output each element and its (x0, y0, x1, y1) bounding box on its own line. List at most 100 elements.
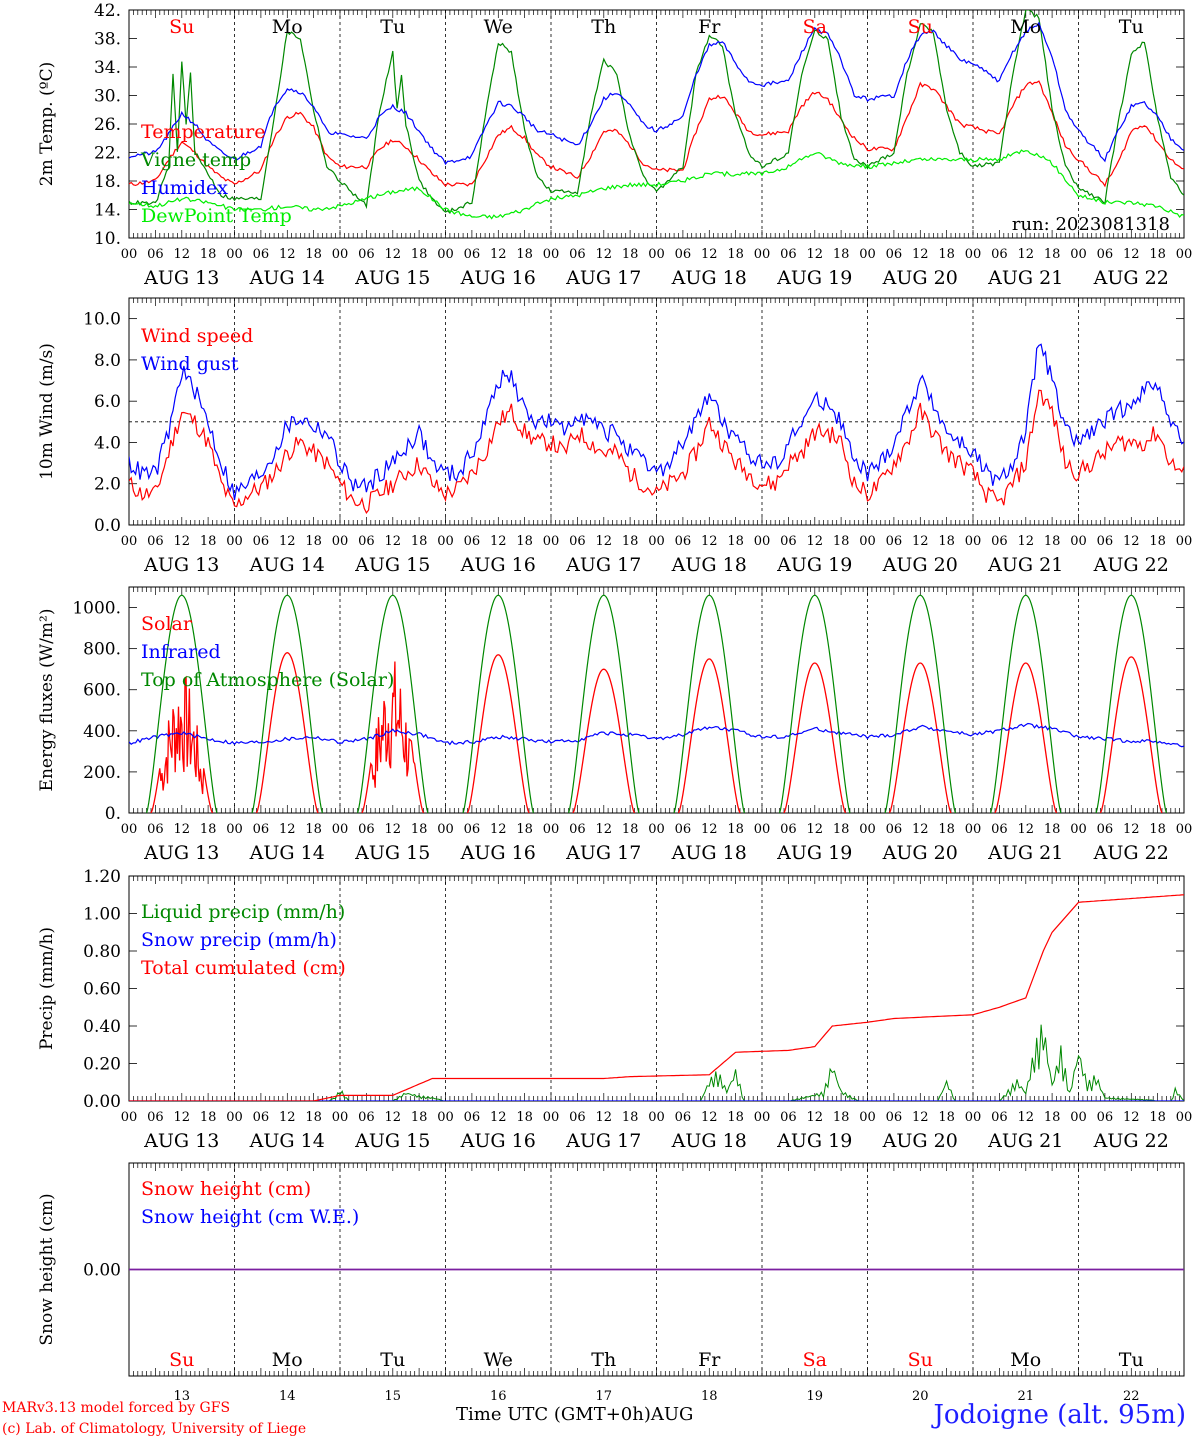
hour-label: 18 (727, 822, 744, 837)
y-tick-label: 10.0 (83, 310, 121, 330)
weekday-label: Tu (380, 16, 405, 38)
weekday-label: We (484, 1349, 513, 1371)
day-label: AUG 19 (776, 554, 852, 576)
day-number: 15 (384, 1389, 401, 1404)
day-label: AUG 21 (987, 554, 1063, 576)
hour-label: 12 (1123, 1110, 1140, 1125)
y-tick-label: 42. (94, 1, 121, 21)
day-label: AUG 19 (776, 267, 852, 289)
panel-4: 0.00 0.20 0.40 0.60 0.80 1.00 1.20 Precip (mm/h… (37, 867, 1192, 1152)
day-label: AUG 17 (565, 842, 641, 864)
day-label: AUG 13 (143, 554, 219, 576)
hour-label: 00 (332, 247, 349, 262)
hour-label: 18 (411, 1110, 428, 1125)
hour-label: 06 (675, 247, 692, 262)
hour-label: 00 (1176, 822, 1193, 837)
hour-label: 18 (833, 1110, 850, 1125)
weekday-label: Fr (698, 1349, 721, 1371)
series-group (129, 10, 1184, 220)
hour-label: 00 (226, 822, 243, 837)
day-label: AUG 18 (671, 1130, 747, 1152)
hour-label: 12 (279, 247, 296, 262)
hour-label: 12 (912, 247, 929, 262)
y-tick-label: 6.0 (94, 392, 121, 412)
panel-3: 0. 200. 400. 600. 800. 1000. Energy fluxes (W/… (37, 586, 1193, 864)
hour-label: 06 (675, 534, 692, 549)
day-label: AUG 19 (776, 1130, 852, 1152)
hour-label: 12 (1123, 247, 1140, 262)
day-label: AUG 18 (671, 842, 747, 864)
y-tick-label: 14. (94, 201, 121, 221)
day-label: AUG 16 (460, 267, 536, 289)
day-number: 18 (701, 1389, 718, 1404)
y-tick-label: 0.00 (83, 1261, 121, 1281)
y-tick-label: 0.20 (83, 1055, 121, 1075)
hour-label: 18 (411, 822, 428, 837)
series-liquid-precip-mm-h (129, 1024, 1184, 1101)
hour-label: 06 (780, 1110, 797, 1125)
weekday-label: Mo (1010, 1349, 1041, 1371)
hour-label: 12 (701, 822, 718, 837)
hour-label: 06 (464, 534, 481, 549)
hour-label: 00 (965, 247, 982, 262)
hour-label: 06 (464, 1110, 481, 1125)
y-tick-label: 200. (83, 763, 121, 783)
hour-label: 06 (253, 247, 270, 262)
hour-label: 18 (833, 822, 850, 837)
day-label: AUG 15 (354, 554, 430, 576)
hour-label: 00 (859, 247, 876, 262)
hour-label: 00 (121, 822, 138, 837)
hour-label: 12 (806, 1110, 823, 1125)
hour-label: 18 (938, 1110, 955, 1125)
day-label: AUG 13 (143, 267, 219, 289)
hour-label: 06 (147, 1110, 164, 1125)
hour-label: 00 (859, 1110, 876, 1125)
hour-label: 00 (1176, 534, 1193, 549)
hour-label: 12 (1123, 822, 1140, 837)
hour-label: 12 (595, 534, 612, 549)
y-axis-title: 10m Wind (m/s) (37, 343, 57, 480)
weekday-label: Su (169, 1349, 194, 1371)
legend-item: Infrared (141, 641, 221, 663)
hour-label: 18 (200, 822, 217, 837)
hour-label: 12 (384, 534, 401, 549)
hour-label: 12 (806, 822, 823, 837)
weekday-label: Tu (380, 1349, 405, 1371)
hour-label: 00 (543, 247, 560, 262)
y-tick-label: 600. (83, 681, 121, 701)
x-axis-title: Time UTC (GMT+0h) (456, 1404, 651, 1425)
y-tick-label: 30. (94, 87, 121, 107)
weekday-label: Mo (272, 16, 303, 38)
hour-label: 06 (1097, 534, 1114, 549)
weekday-label: Th (591, 1349, 616, 1371)
day-label: AUG 20 (882, 842, 958, 864)
hour-label: 12 (912, 822, 929, 837)
hour-label: 12 (1123, 534, 1140, 549)
hour-label: 00 (965, 1110, 982, 1125)
hour-ticks (128, 876, 1185, 1101)
series-group (129, 343, 1184, 515)
y-axis-title: Snow height (cm) (37, 1193, 57, 1345)
y-axis-title: Energy fluxes (W/m²) (37, 609, 57, 792)
hour-label: 18 (1044, 1110, 1061, 1125)
series-solar (150, 652, 1163, 813)
hour-label: 06 (886, 822, 903, 837)
hour-label: 00 (1176, 1110, 1193, 1125)
day-number: 13 (173, 1389, 190, 1404)
y-tick-label: 4.0 (94, 433, 121, 453)
hour-label: 00 (859, 822, 876, 837)
series-temperature (129, 80, 1184, 188)
hour-label: 00 (437, 534, 454, 549)
day-label: AUG 16 (460, 842, 536, 864)
hour-label: 06 (358, 822, 375, 837)
legend-item: Total cumulated (cm) (141, 957, 346, 979)
day-label: AUG 17 (565, 267, 641, 289)
hour-label: 06 (358, 1110, 375, 1125)
day-label: AUG 21 (987, 1130, 1063, 1152)
day-label: AUG 16 (460, 1130, 536, 1152)
hour-label: 18 (200, 247, 217, 262)
y-tick-label: 0.40 (83, 1017, 121, 1037)
panel-1: 10. 14. 18. 22. 26. 30. 34. 38. 42. 2m Temp. (ºC)… (37, 1, 1192, 289)
hour-label: 18 (1044, 534, 1061, 549)
